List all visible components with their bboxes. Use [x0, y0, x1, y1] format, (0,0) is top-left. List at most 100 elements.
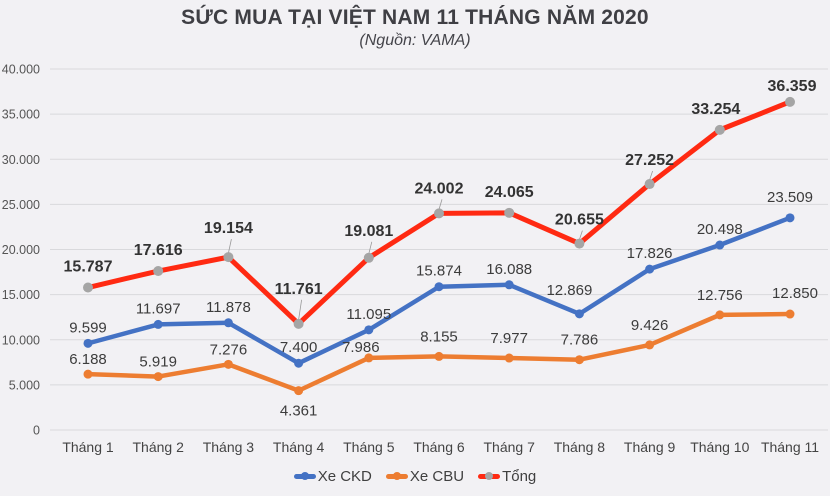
x-tick-label: Tháng 4 [273, 439, 325, 455]
data-label: 12.756 [697, 287, 743, 304]
x-tick-label: Tháng 6 [413, 439, 465, 455]
data-point[interactable] [294, 358, 304, 368]
data-label: 15.874 [416, 263, 462, 280]
data-label: 17.826 [627, 245, 673, 262]
data-point[interactable] [434, 208, 444, 219]
data-label: 15.787 [64, 259, 113, 276]
data-point[interactable] [153, 319, 163, 329]
data-point[interactable] [504, 207, 515, 218]
x-axis-labels: Tháng 1 Tháng 2 Tháng 3 Tháng 4 Tháng 5 Tháng… [62, 439, 819, 455]
data-label: 19.154 [204, 220, 253, 237]
data-point[interactable] [223, 318, 233, 328]
data-label: 12.869 [546, 282, 592, 299]
legend-item-cbu[interactable]: Xe CBU [385, 468, 464, 485]
data-point[interactable] [293, 318, 304, 329]
x-tick-label: Tháng 8 [554, 439, 606, 455]
data-point[interactable] [574, 355, 584, 365]
data-label: 11.761 [275, 281, 323, 298]
y-tick-label: 30.000 [2, 153, 40, 167]
y-tick-label: 40.000 [2, 63, 40, 77]
x-tick-label: Tháng 5 [343, 439, 395, 455]
data-labels: 9.599 11.697 11.878 7.400 11.095 15.874 16.088… [64, 78, 818, 420]
legend-swatch-total-icon [478, 472, 501, 480]
chart-title: SỨC MUA TẠI VIỆT NAM 11 THÁNG NĂM 2020 [181, 6, 649, 29]
data-label: 17.616 [134, 242, 183, 259]
data-label: 12.850 [772, 285, 818, 302]
data-point[interactable] [153, 372, 163, 382]
data-label: 5.919 [139, 354, 177, 371]
leader-line [649, 170, 653, 181]
data-point[interactable] [434, 282, 444, 292]
data-label: 20.498 [697, 221, 743, 238]
data-label: 24.065 [485, 184, 534, 201]
y-tick-label: 35.000 [2, 108, 40, 122]
x-tick-label: Tháng 2 [133, 439, 185, 455]
x-tick-label: Tháng 3 [203, 439, 255, 455]
y-tick-label: 20.000 [2, 243, 40, 257]
legend-label: Xe CKD [317, 468, 372, 485]
data-point[interactable] [223, 252, 234, 263]
data-label: 6.188 [69, 351, 107, 368]
x-tick-label: Tháng 7 [484, 439, 536, 455]
legend-item-total[interactable]: Tổng [478, 468, 536, 485]
legend-item-ckd[interactable]: Xe CKD [293, 468, 372, 485]
data-label: 20.655 [555, 212, 604, 229]
data-point[interactable] [364, 353, 374, 363]
chart-legend: Xe CKD Xe CBU Tổng [0, 468, 830, 485]
y-tick-label: 15.000 [2, 288, 40, 302]
data-point[interactable] [644, 179, 655, 190]
data-label: 7.786 [561, 332, 599, 349]
data-label: 9.426 [631, 317, 669, 334]
data-point[interactable] [83, 282, 93, 293]
data-point[interactable] [504, 353, 514, 363]
data-label: 11.697 [136, 300, 181, 317]
data-label: 11.095 [346, 306, 391, 323]
data-point[interactable] [715, 310, 725, 320]
leader-line [438, 199, 443, 210]
data-point[interactable] [574, 309, 584, 319]
x-tick-label: Tháng 9 [624, 439, 676, 455]
data-point[interactable] [364, 325, 374, 335]
data-point[interactable] [714, 124, 725, 135]
data-label: 27.252 [625, 152, 674, 169]
leader-line [368, 241, 373, 254]
series-lines [85, 99, 793, 393]
data-point[interactable] [83, 369, 93, 379]
data-label: 7.400 [280, 339, 318, 356]
data-point[interactable] [715, 240, 725, 250]
data-label: 7.276 [210, 341, 248, 358]
gridlines [50, 68, 828, 431]
y-tick-label: 5.000 [9, 378, 40, 392]
data-point[interactable] [363, 252, 374, 263]
chart-subtitle: (Nguồn: VAMA) [359, 32, 471, 49]
leader-line [579, 230, 583, 240]
x-tick-label: Tháng 1 [62, 439, 114, 455]
data-label: 24.002 [415, 180, 464, 197]
data-point[interactable] [785, 96, 795, 107]
y-tick-label: 10.000 [2, 333, 40, 347]
y-axis-labels: 0 5.000 10.000 15.000 20.000 25.000 30.000 35.0… [2, 63, 40, 438]
data-label: 9.599 [69, 319, 107, 336]
data-point[interactable] [434, 351, 444, 361]
data-point[interactable] [153, 266, 164, 277]
legend-label: Tổng [502, 468, 537, 485]
data-point[interactable] [785, 213, 795, 223]
legend-swatch-ckd-icon [293, 472, 316, 480]
series-markers [83, 96, 795, 396]
y-tick-label: 0 [33, 424, 40, 438]
data-label: 33.254 [691, 101, 740, 118]
data-point[interactable] [83, 338, 93, 348]
leader-line [298, 299, 302, 320]
data-label: 4.361 [280, 403, 318, 420]
data-point[interactable] [294, 386, 304, 396]
data-point[interactable] [785, 309, 795, 319]
leader-line [228, 239, 232, 254]
data-label: 7.986 [342, 339, 380, 356]
data-point[interactable] [574, 238, 585, 249]
data-point[interactable] [645, 264, 655, 274]
data-point[interactable] [645, 340, 655, 350]
data-point[interactable] [223, 359, 233, 369]
leader-lines [228, 170, 653, 320]
data-point[interactable] [504, 280, 514, 290]
x-tick-label: Tháng 10 [690, 439, 749, 455]
